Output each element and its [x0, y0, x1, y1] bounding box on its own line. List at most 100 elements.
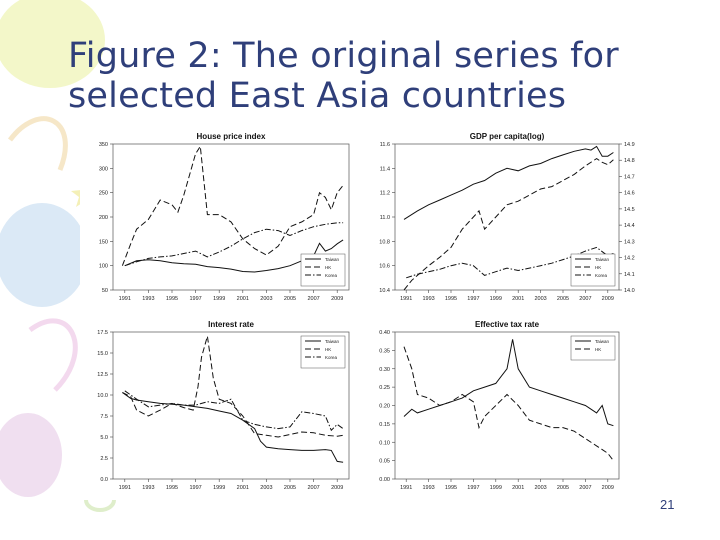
y-tick-label: 0.30: [379, 367, 390, 373]
legend-entry: HK: [325, 265, 331, 270]
y2-tick-label: 14.7: [624, 174, 635, 180]
y2-tick-label: 14.5: [624, 207, 635, 213]
x-tick-label: 2009: [602, 296, 614, 302]
x-tick-label: 2001: [237, 485, 249, 491]
y-tick-label: 10.8: [379, 239, 390, 245]
x-tick-label: 2007: [307, 296, 319, 302]
legend: Taiwan HK Korea: [570, 253, 616, 287]
y-tick-label: 0.40: [379, 330, 390, 336]
series-line-hk: [122, 336, 344, 438]
legend-box: [570, 335, 616, 361]
x-tick-label: 2001: [237, 296, 249, 302]
chart-panel-2: GDP per capita(log) 10.4 10.6 10.8 11.0 11.2 1…: [379, 132, 634, 302]
x-tick-label: 2003: [260, 296, 272, 302]
y2-tick-label: 14.6: [624, 191, 635, 197]
x-tick-label: 1997: [189, 296, 201, 302]
slide-title: Figure 2: The original series for select…: [68, 36, 708, 116]
y-tick-label: 300: [99, 166, 108, 172]
legend-entry: Taiwan: [595, 339, 610, 344]
plot-frame: [112, 331, 350, 480]
decor-swirl-2: [28, 318, 78, 392]
chart-title: Interest rate: [208, 320, 254, 329]
y-tick-label: 0.10: [379, 440, 390, 446]
y-tick-label: 0.20: [379, 404, 390, 410]
legend-entry: Korea: [595, 273, 608, 278]
decor-pink-balloon: [0, 413, 62, 497]
slide-title-line-2: selected East Asia countries: [68, 76, 567, 116]
y-tick-label: 17.5: [97, 330, 108, 336]
chart-panel-3: Interest rate 0.0 2.5 5.0 7.5 10.0 12.5 15.0 17.…: [97, 320, 350, 491]
series-line-hk: [121, 144, 344, 266]
legend-entry: HK: [595, 347, 601, 352]
y2-tick-label: 14.4: [624, 223, 635, 229]
y-tick-label: 10.0: [97, 393, 108, 399]
y2-tick-label: 14.9: [624, 142, 635, 148]
y2-tick-label: 14.8: [624, 158, 635, 164]
x-tick-label: 2005: [284, 485, 296, 491]
x-tick-label: 1997: [467, 296, 479, 302]
x-tick-label: 2005: [557, 485, 569, 491]
decor-swirl: [8, 116, 68, 171]
x-tick-label: 2007: [579, 485, 591, 491]
chart-grid: House price index 50 100 150 200 250 300 350 199…: [97, 132, 634, 491]
y-tick-label: 0.15: [379, 422, 390, 428]
legend: Taiwan HK Korea: [300, 335, 346, 369]
y-tick-label: 11.0: [380, 215, 390, 221]
x-tick-label: 2005: [284, 296, 296, 302]
y-tick-label: 350: [99, 142, 108, 148]
chart-title: GDP per capita(log): [470, 132, 545, 141]
y2-tick-label: 14.1: [624, 272, 635, 278]
x-tick-label: 2009: [331, 485, 343, 491]
x-tick-label: 1995: [445, 296, 457, 302]
y-tick-label: 0.05: [379, 459, 390, 465]
x-tick-label: 1993: [422, 485, 434, 491]
y2-tick-label: 14.0: [624, 288, 635, 294]
y-tick-label: 10.4: [379, 288, 390, 294]
series-line-taiwan: [122, 392, 344, 463]
legend-entry: Korea: [325, 355, 338, 360]
decor-blue-balloon: [0, 203, 88, 307]
x-tick-label: 1997: [189, 485, 201, 491]
y2-tick-label: 14.2: [624, 256, 635, 262]
x-tick-label: 2003: [534, 485, 546, 491]
legend-entry: Taiwan: [595, 257, 610, 262]
legend-entry: Korea: [325, 273, 338, 278]
y-tick-label: 0.0: [100, 477, 108, 483]
y-tick-label: 11.6: [380, 142, 390, 148]
decor-yellow-circle: [0, 0, 105, 88]
legend-entry: Taiwan: [325, 339, 340, 344]
x-tick-label: 2007: [579, 296, 591, 302]
x-tick-label: 2001: [512, 485, 524, 491]
legend: Taiwan HK Korea: [300, 253, 346, 287]
x-tick-label: 2009: [602, 485, 614, 491]
x-tick-label: 1993: [422, 296, 434, 302]
legend-entry: Taiwan: [325, 257, 340, 262]
y-tick-label: 15.0: [97, 351, 108, 357]
y-tick-label: 0.25: [379, 385, 390, 391]
y-tick-label: 0.35: [379, 348, 390, 354]
x-tick-label: 2003: [260, 485, 272, 491]
x-tick-label: 2007: [307, 485, 319, 491]
y-tick-label: 100: [99, 264, 108, 270]
x-tick-label: 1991: [119, 296, 131, 302]
legend-entry: HK: [595, 265, 601, 270]
series-line-hk: [403, 158, 614, 291]
y-tick-label: 50: [102, 288, 108, 294]
x-tick-label: 1991: [119, 485, 131, 491]
y-tick-label: 2.5: [100, 456, 108, 462]
y-tick-label: 150: [99, 239, 108, 245]
series-line-taiwan: [124, 239, 344, 273]
chart-panel-1: House price index 50 100 150 200 250 300 350 199…: [99, 132, 350, 302]
legend: Taiwan HK: [570, 335, 616, 361]
y-tick-label: 5.0: [100, 435, 108, 441]
chart-title: Effective tax rate: [475, 320, 540, 329]
x-tick-label: 1999: [213, 296, 225, 302]
y-tick-label: 11.2: [380, 191, 390, 197]
y-tick-label: 11.4: [380, 166, 390, 172]
series-line-korea: [124, 222, 344, 267]
y-tick-label: 10.6: [379, 264, 390, 270]
series-line-korea: [406, 246, 614, 279]
x-tick-label: 1991: [400, 296, 412, 302]
x-tick-label: 1999: [213, 485, 225, 491]
